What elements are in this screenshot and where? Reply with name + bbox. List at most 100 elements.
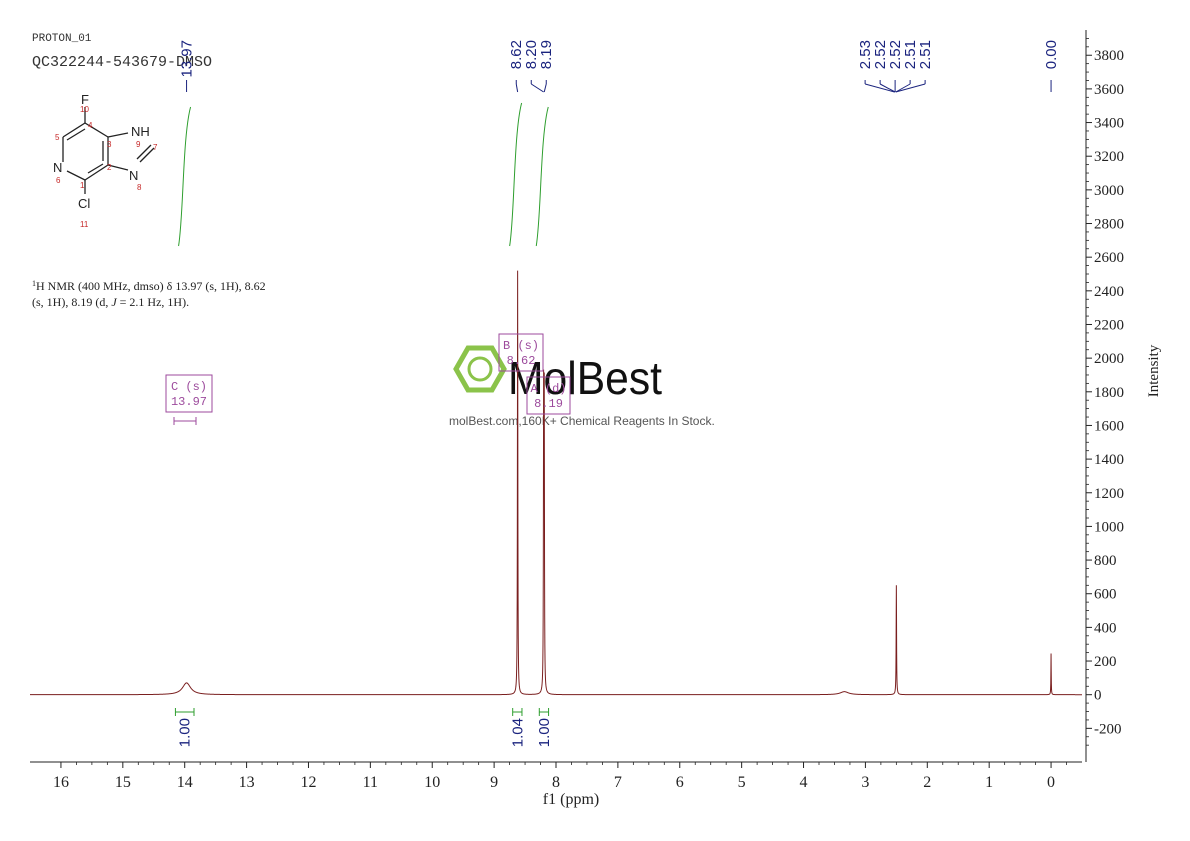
watermark-tagline: molBest.com,160K+ Chemical Reagents In S… [449,414,715,428]
nmr-description-sup: 1 [32,279,36,288]
atom-num-2: 2 [107,163,112,172]
peak-label-leader [879,83,896,93]
integral-curve [178,106,192,247]
y-tick-label: 1400 [1094,452,1124,468]
nmr-description-line2b: = 2.1 Hz, 1H). [117,295,189,309]
peak-label: 2.51 [902,40,919,69]
x-tick-label: 8 [552,774,560,791]
atom-num-11: 11 [80,220,89,229]
experiment-label: PROTON_01 [32,33,92,45]
sample-label: QC322244-543679-DMSO [32,54,212,71]
y-tick-label: 3600 [1094,82,1124,98]
multiplet-label: A (d) [530,382,566,396]
peak-label-leader [543,83,547,93]
watermark-logo-icon [453,345,507,393]
peak-label: 8.62 [508,40,525,69]
nmr-description-line1: 1H NMR (400 MHz, dmso) δ 13.97 (s, 1H), … [32,279,266,293]
x-tick-label: 0 [1047,774,1055,791]
peak-label-leader [895,83,911,93]
peak-label: 8.19 [538,40,555,69]
multiplet-value: 8.19 [534,397,563,411]
integral-label: 1.00 [536,718,553,747]
multiplet-value: 8.62 [507,354,536,368]
atom-num-5: 5 [55,133,60,142]
y-axis-label: Intensity [1146,344,1162,397]
peak-label-leader [895,83,926,93]
multiplet-box [165,374,213,413]
x-tick-label: 4 [800,774,808,791]
y-tick-label: 2000 [1094,351,1124,367]
y-tick-label: 2400 [1094,284,1124,300]
watermark: MolBest molBest.com,160K+ Chemical Reage… [449,345,715,428]
y-tick-label: -200 [1094,721,1122,737]
integral-curve [509,102,523,247]
integral-label: 1.04 [509,718,526,747]
y-tick-label: 1600 [1094,418,1124,434]
atom-f: F [81,92,89,107]
atom-num-10: 10 [80,105,89,114]
y-tick-label: 0 [1094,688,1102,704]
x-tick-label: 5 [738,774,746,791]
atom-num-1: 1 [80,181,85,190]
atom-num-4: 4 [88,121,93,130]
integral-label: 1.00 [177,718,194,747]
multiplet-label: B (s) [503,339,539,353]
y-tick-label: 2200 [1094,317,1124,333]
structure-labels: F 10 4 5 3 2 1 NH 9 7 N 8 N 6 Cl 11 [53,92,158,229]
atom-nh: NH [131,124,150,139]
y-tick-label: 600 [1094,587,1117,603]
x-tick-label: 15 [115,774,131,791]
atom-n8: N [129,168,138,183]
x-tick-label: 9 [490,774,498,791]
spectrum-line [30,270,1082,696]
y-tick-label: 200 [1094,654,1117,670]
atom-n6: N [53,160,62,175]
peak-label: 2.52 [872,40,889,69]
atom-num-8: 8 [137,183,142,192]
integral-curve [535,106,549,247]
x-tick-label: 6 [676,774,684,791]
watermark-logo-ring-icon [467,356,493,382]
x-tick-label: 14 [177,774,193,791]
y-tick-label: 2800 [1094,217,1124,233]
peak-label-leader [864,83,895,93]
x-tick-label: 11 [363,774,378,791]
nmr-description-line2: (s, 1H), 8.19 (d, J = 2.1 Hz, 1H). [32,295,189,309]
nmr-description-line1-text: H NMR (400 MHz, dmso) δ 13.97 (s, 1H), 8… [36,279,266,293]
y-tick-label: 3400 [1094,116,1124,132]
y-tick-label: 1000 [1094,519,1124,535]
y-tick-label: 1800 [1094,385,1124,401]
atom-num-9: 9 [136,140,141,149]
multiplet-box [526,376,571,415]
atom-num-7: 7 [153,143,158,152]
y-tick-label: 3200 [1094,149,1124,165]
peak-label-leader [515,83,519,93]
atom-num-3: 3 [107,140,112,149]
y-tick-label: 1200 [1094,486,1124,502]
watermark-brand: MolBest [508,352,662,404]
x-tick-label: 10 [424,774,440,791]
atom-cl: Cl [78,196,90,211]
x-tick-label: 13 [239,774,255,791]
peak-label: 8.20 [523,40,540,69]
nmr-description-line2a: (s, 1H), 8.19 (d, [32,295,111,309]
multiplet-value: 13.97 [171,395,207,409]
x-axis-label: f1 (ppm) [543,791,599,808]
x-tick-label: 1 [985,774,993,791]
peak-label: 2.52 [887,40,904,69]
x-tick-label: 2 [923,774,931,791]
peak-label: 2.53 [857,40,874,69]
y-tick-label: 3800 [1094,48,1124,64]
peak-label-leader [530,83,544,93]
chemical-structure [62,107,155,194]
multiplet-label: C (s) [171,380,207,394]
y-tick-label: 400 [1094,620,1117,636]
x-tick-label: 12 [300,774,316,791]
peak-label: 0.00 [1043,40,1060,69]
plot-area: 16 15 14 13 12 11 10 9 8 7 6 5 4 3 2 1 0f1 (ppm)38003600… [30,30,1162,808]
nmr-description-j: J [111,295,117,309]
x-tick-label: 7 [614,774,622,791]
peak-label: 2.51 [917,40,934,69]
x-tick-label: 3 [861,774,869,791]
